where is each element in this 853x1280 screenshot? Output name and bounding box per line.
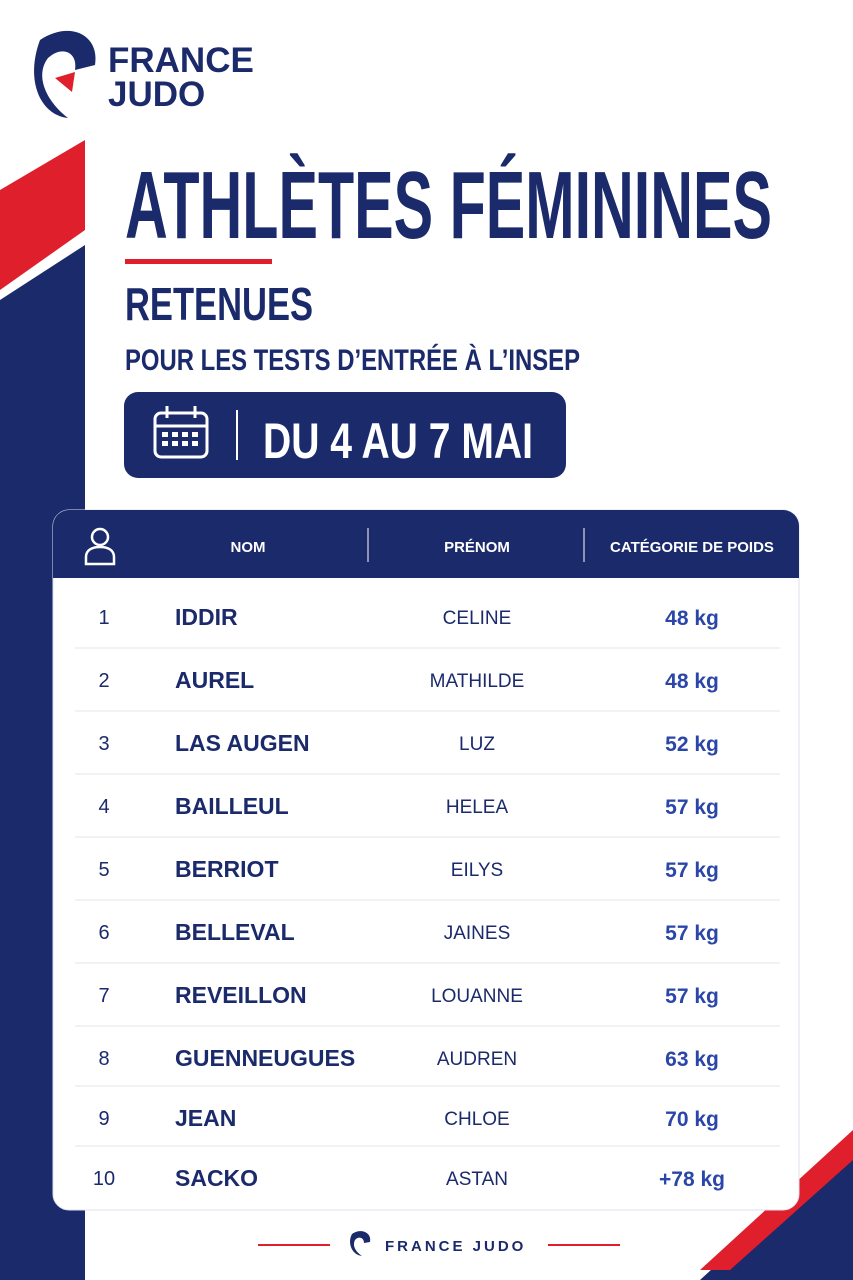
rank: 9 xyxy=(98,1108,109,1130)
last-name: REVEILLON xyxy=(175,982,307,1008)
column-header: PRÉNOM xyxy=(444,539,510,556)
weight-category: 70 kg xyxy=(665,1108,719,1131)
rank: 8 xyxy=(98,1048,109,1070)
rank: 1 xyxy=(98,607,109,629)
last-name: LAS AUGEN xyxy=(175,730,310,756)
last-name: SACKO xyxy=(175,1165,258,1191)
column-header: NOM xyxy=(231,539,266,556)
weight-category: 48 kg xyxy=(665,670,719,693)
weight-category: +78 kg xyxy=(659,1168,725,1191)
description: POUR LES TESTS D’ENTRÉE À L’INSEP xyxy=(125,343,580,377)
first-name: HELEA xyxy=(446,797,509,818)
red-stripe xyxy=(0,140,85,290)
last-name: BELLEVAL xyxy=(175,919,295,945)
last-name: JEAN xyxy=(175,1105,236,1131)
first-name: CELINE xyxy=(443,608,512,629)
first-name: EILYS xyxy=(451,860,503,881)
title-underline xyxy=(125,259,272,264)
last-name: GUENNEUGUES xyxy=(175,1045,355,1071)
first-name: LOUANNE xyxy=(431,986,523,1007)
first-name: JAINES xyxy=(444,923,511,944)
table-header xyxy=(53,510,799,578)
first-name: LUZ xyxy=(459,734,495,755)
weight-category: 63 kg xyxy=(665,1048,719,1071)
subtitle: RETENUES xyxy=(125,278,313,330)
last-name: IDDIR xyxy=(175,604,238,630)
rank: 3 xyxy=(98,733,109,755)
first-name: ASTAN xyxy=(446,1169,508,1190)
logo-icon xyxy=(34,30,96,118)
weight-category: 57 kg xyxy=(665,859,719,882)
weight-category: 57 kg xyxy=(665,796,719,819)
last-name: BERRIOT xyxy=(175,856,279,882)
weight-category: 48 kg xyxy=(665,607,719,630)
weight-category: 52 kg xyxy=(665,733,719,756)
dates: DU 4 AU 7 MAI xyxy=(263,413,533,469)
calendar-icon xyxy=(153,406,209,459)
logo-text: JUDO xyxy=(108,75,205,114)
title: ATHLÈTES FÉMININES xyxy=(125,152,772,259)
footer-text: FRANCE JUDO xyxy=(385,1238,526,1255)
column-header: CATÉGORIE DE POIDS xyxy=(610,539,774,556)
rank: 7 xyxy=(98,985,109,1007)
person-icon xyxy=(84,527,116,566)
date-box xyxy=(124,392,566,478)
rank: 2 xyxy=(98,670,109,692)
rank: 4 xyxy=(98,796,109,818)
rank: 6 xyxy=(98,922,109,944)
weight-category: 57 kg xyxy=(665,922,719,945)
logo-accent xyxy=(55,72,75,92)
first-name: CHLOE xyxy=(444,1109,509,1130)
last-name: BAILLEUL xyxy=(175,793,289,819)
footer-logo xyxy=(350,1231,371,1256)
first-name: MATHILDE xyxy=(430,671,525,692)
last-name: AUREL xyxy=(175,667,254,693)
rank: 5 xyxy=(98,859,109,881)
weight-category: 57 kg xyxy=(665,985,719,1008)
rank: 10 xyxy=(93,1168,115,1190)
first-name: AUDREN xyxy=(437,1049,517,1070)
logo-text: FRANCE xyxy=(108,41,254,80)
calendar-dots xyxy=(162,432,198,446)
